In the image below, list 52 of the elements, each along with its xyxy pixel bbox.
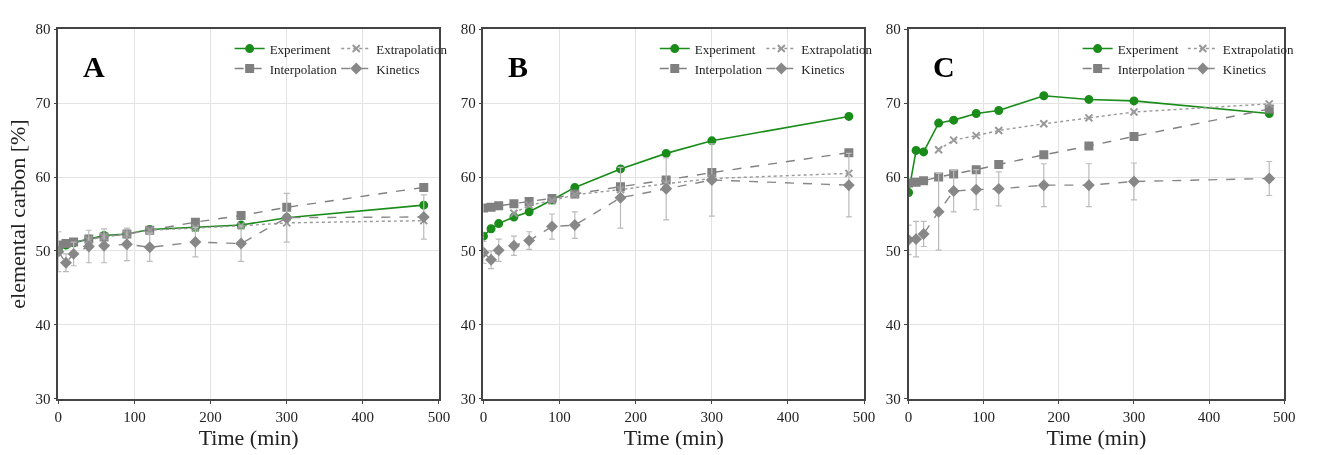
legend-label: Experiment [694, 41, 756, 57]
text: B [508, 50, 529, 83]
y-tick-label: 50 [885, 243, 901, 260]
legend-label: Experiment [1117, 41, 1179, 57]
x-tick-label: 400 [776, 408, 800, 425]
y-tick-label: 40 [885, 317, 901, 334]
y-axis-title: elemental carbon [%] [4, 119, 30, 309]
legend-label: Kinetics [801, 61, 845, 77]
y-tick-label: 50 [460, 243, 476, 260]
x-tick-label: 500 [852, 408, 876, 425]
y-tick-label: 70 [35, 95, 51, 112]
x-tick-label: 200 [199, 408, 222, 425]
x-tick-label: 100 [972, 408, 995, 425]
y-tick-label: 60 [460, 169, 476, 186]
y-tick-label: 40 [460, 317, 476, 334]
x-tick-label: 300 [700, 408, 724, 425]
legend-label: Kinetics [1222, 61, 1267, 77]
x-tick-label: 0 [479, 408, 488, 425]
y-tick-label: 70 [885, 95, 901, 112]
y-tick-label: 70 [460, 95, 476, 112]
x-tick-label: 400 [351, 408, 375, 425]
x-tick-label: 100 [123, 408, 146, 425]
text: C [933, 50, 955, 83]
y-tick-label: 30 [885, 391, 901, 408]
y-tick-label: 80 [460, 21, 476, 38]
y-tick-label: 50 [35, 243, 51, 260]
legend-label: Interpolation [694, 61, 763, 77]
x-tick-label: 400 [1197, 408, 1221, 425]
x-axis-title: Time (min) [623, 424, 724, 450]
legend-label: Experiment [269, 41, 331, 57]
y-tick-label: 80 [885, 21, 901, 38]
legend-label: Kinetics [376, 61, 420, 77]
x-tick-label: 200 [624, 408, 647, 425]
x-axis-title: Time (min) [1046, 424, 1147, 450]
legend-label: Interpolation [269, 61, 338, 77]
y-tick-label: 30 [460, 391, 476, 408]
x-tick-label: 500 [427, 408, 451, 425]
x-axis-title: Time (min) [198, 424, 299, 450]
x-tick-label: 200 [1047, 408, 1071, 425]
x-tick-label: 500 [1273, 408, 1296, 425]
legend-label: Interpolation [1117, 61, 1186, 77]
y-tick-label: 60 [35, 169, 51, 186]
x-tick-label: 0 [54, 408, 63, 425]
text: A [83, 50, 105, 83]
x-tick-label: 0 [904, 408, 913, 425]
y-tick-label: 30 [35, 391, 51, 408]
x-tick-label: 300 [275, 408, 298, 425]
y-tick-label: 80 [35, 21, 51, 38]
y-tick-label: 60 [885, 169, 901, 186]
x-tick-label: 300 [1122, 408, 1146, 425]
y-tick-label: 40 [35, 317, 51, 334]
x-tick-label: 100 [548, 408, 571, 425]
